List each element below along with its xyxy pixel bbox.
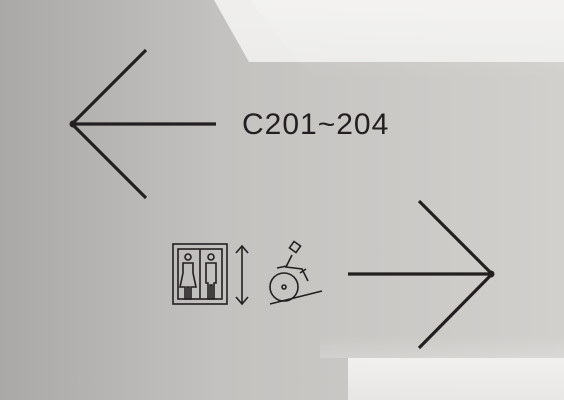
floor-light-panel xyxy=(348,358,564,400)
room-range-label: C201~204 xyxy=(242,108,390,141)
wall-shadow xyxy=(0,0,220,400)
right-arrow-tip xyxy=(487,270,495,278)
restroom-icon xyxy=(172,243,228,305)
left-arrow-tip xyxy=(69,120,77,128)
ceiling-light-panel xyxy=(214,0,564,62)
elevator-updown-icon xyxy=(235,244,249,306)
right-arrow-icon xyxy=(348,199,494,350)
ceiling-light-glow xyxy=(250,0,564,80)
left-arrow-icon xyxy=(70,48,216,200)
wheelchair-ramp-icon xyxy=(269,240,323,305)
floor-light-glow xyxy=(320,335,564,358)
